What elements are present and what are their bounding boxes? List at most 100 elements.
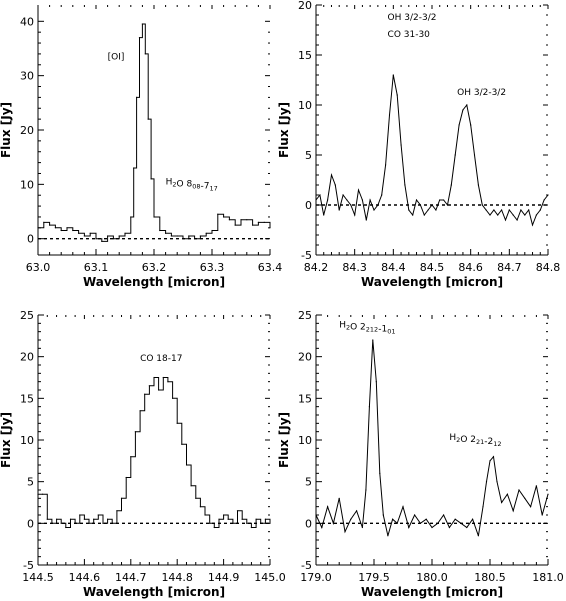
data-point <box>396 522 398 524</box>
data-point <box>269 227 271 229</box>
line-label-subscript: 17 <box>209 184 217 192</box>
data-point <box>118 235 120 237</box>
x-tick-label: 144.5 <box>22 571 54 584</box>
data-point <box>419 522 421 524</box>
data-point <box>377 204 379 206</box>
data-point <box>423 214 425 216</box>
y-tick-label: 0 <box>27 233 34 246</box>
data-point <box>181 443 183 445</box>
data-point <box>481 204 483 206</box>
data-point <box>493 209 495 211</box>
panel-1: 63.0 63.1 63.2 63.3 63.4 0 10 20 30 40 Wavelength … <box>0 5 282 289</box>
data-point <box>112 238 114 240</box>
data-point <box>350 518 352 520</box>
data-point <box>321 526 323 529</box>
data-point <box>528 209 530 211</box>
data-point <box>144 53 146 55</box>
spectrum-line <box>315 74 549 227</box>
data-point <box>539 209 541 211</box>
data-point <box>60 229 62 232</box>
data-point <box>315 514 317 516</box>
x-axis-title: Wavelength [micron] <box>83 275 225 289</box>
data-point <box>170 235 172 237</box>
data-point <box>260 522 262 524</box>
y-tick-label: 25 <box>20 309 34 322</box>
data-point <box>531 224 534 226</box>
data-point <box>443 199 445 201</box>
data-point <box>485 481 488 483</box>
data-point <box>506 493 508 495</box>
data-point <box>477 535 479 537</box>
data-point <box>167 381 169 383</box>
data-point <box>147 118 149 120</box>
data-point <box>361 526 363 529</box>
data-point <box>134 431 136 433</box>
data-point <box>547 493 549 495</box>
data-point <box>385 164 387 166</box>
y-tick-label: 20 <box>298 351 312 364</box>
line-label: OH 3/2-3/2 <box>388 13 437 23</box>
y-axis-title: Flux [Jy] <box>277 102 291 158</box>
data-point <box>116 510 118 512</box>
data-point <box>379 472 381 474</box>
data-point <box>65 526 67 529</box>
data-point <box>153 376 155 379</box>
data-point <box>354 214 356 216</box>
data-point <box>338 209 340 211</box>
y-tick-label: 10 <box>298 434 312 447</box>
data-point <box>524 214 526 216</box>
line-label-text: H <box>166 177 173 187</box>
data-point <box>547 194 549 196</box>
data-point <box>263 221 265 223</box>
data-point <box>136 96 138 98</box>
x-tick-label: 179.0 <box>300 571 332 584</box>
line-label: H2O 808-717 <box>166 177 218 192</box>
y-tick-label: 5 <box>27 476 34 489</box>
data-point <box>392 74 394 76</box>
x-axis-title: Wavelength [micron] <box>361 275 503 289</box>
data-point <box>327 199 329 201</box>
y-tick-label: 5 <box>305 476 312 489</box>
data-point <box>400 144 402 146</box>
data-point <box>74 522 76 524</box>
data-point <box>150 178 152 180</box>
data-point <box>176 422 178 424</box>
data-point <box>427 209 429 211</box>
line-label: [OI] <box>108 52 125 62</box>
data-point <box>227 518 229 520</box>
data-point <box>512 510 514 512</box>
data-point <box>269 522 271 524</box>
x-tick-label: 144.6 <box>69 571 101 584</box>
line-label-text: H <box>449 433 456 443</box>
data-point <box>372 339 374 341</box>
data-point <box>462 109 464 111</box>
data-point <box>46 518 48 520</box>
data-point <box>182 238 184 240</box>
data-point <box>102 522 104 524</box>
y-tick-label: 20 <box>20 351 34 364</box>
data-point <box>83 235 85 237</box>
data-point <box>408 526 410 529</box>
y-tick-label: 0 <box>305 199 312 212</box>
line-label: OH 3/2-3/2 <box>457 88 506 98</box>
y-tick-label: 10 <box>298 99 312 112</box>
line-label: CO 31-30 <box>388 30 431 40</box>
line-label-text: CO 18-17 <box>140 354 182 364</box>
data-point <box>342 194 344 196</box>
line-label: CO 18-17 <box>140 354 182 364</box>
data-point <box>439 199 441 201</box>
data-point <box>264 518 266 520</box>
x-tick-label: 180.5 <box>474 571 506 584</box>
y-tick-label: 0 <box>305 517 312 530</box>
data-point <box>446 204 449 206</box>
data-point <box>330 174 333 176</box>
data-point <box>101 240 103 242</box>
panel-2: 84.2 84.3 84.4 84.5 84.6 84.7 84.8 -5 0 5 10 15 20 Wa… <box>277 0 560 289</box>
y-tick-label: 30 <box>20 70 34 83</box>
data-point <box>402 506 404 508</box>
data-point <box>78 232 80 234</box>
data-point <box>375 381 377 383</box>
data-point <box>176 235 178 237</box>
line-label-text: -2 <box>484 437 493 447</box>
data-point <box>450 184 452 186</box>
